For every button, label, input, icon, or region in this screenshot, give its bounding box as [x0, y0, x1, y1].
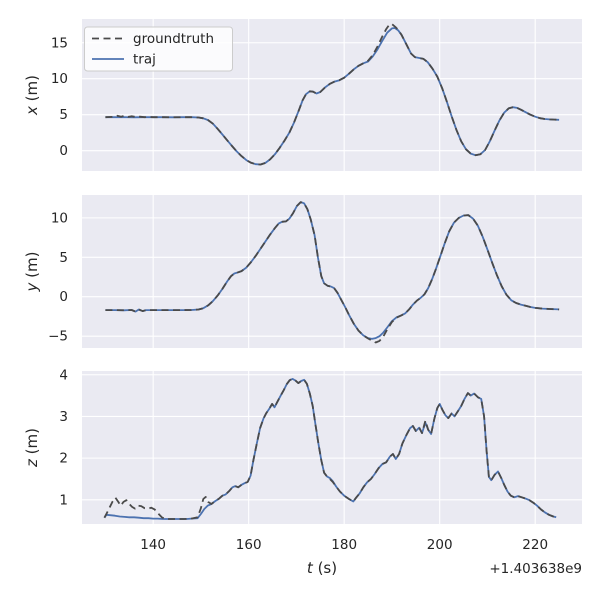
y-tick-label-z: 2 [59, 451, 68, 467]
y-axis-label-z: z (m) [23, 428, 41, 468]
y-tick-label-y: 0 [59, 289, 68, 305]
x-tick-label: 200 [427, 537, 453, 553]
y-tick-label-x: 0 [59, 143, 68, 159]
y-tick-label-x: 5 [59, 107, 68, 123]
y-axis-label-x: x (m) [23, 75, 41, 116]
x-axis: 140 160 180 200 220 t (s) +1.403638e9 [140, 537, 582, 577]
y-tick-label-y: −5 [48, 329, 68, 345]
x-tick-label: 160 [236, 537, 262, 553]
y-tick-label-x: 15 [51, 35, 68, 51]
y-tick-label-z: 1 [59, 492, 68, 508]
y-axis-label-y: y (m) [23, 252, 41, 293]
groundtruth-line-y [105, 201, 560, 344]
y-tick-label-x: 10 [51, 71, 68, 87]
y-tick-label-z: 4 [59, 367, 68, 383]
subplot-z: 1 2 3 4 z (m) [23, 367, 582, 524]
groundtruth-line-x [105, 23, 560, 166]
legend: groundtruth traj [84, 26, 233, 72]
y-tick-label-y: 10 [51, 210, 68, 226]
groundtruth-line-z [103, 378, 558, 520]
x-tick-label: 180 [331, 537, 357, 553]
legend-label-undefined: traj [133, 52, 156, 68]
y-tick-label-z: 3 [59, 409, 68, 425]
x-axis-offset-text: +1.403638e9 [489, 561, 582, 577]
legend-label-undefined: groundtruth [133, 31, 214, 47]
axes-background-y [82, 195, 582, 348]
axes-background-z [82, 371, 582, 524]
x-tick-label: 140 [140, 537, 166, 553]
subplot-y: −5 0 5 10 y (m) [23, 195, 582, 348]
x-axis-label: t (s) [307, 559, 337, 577]
y-tick-label-y: 5 [59, 250, 68, 266]
x-tick-label: 220 [522, 537, 548, 553]
